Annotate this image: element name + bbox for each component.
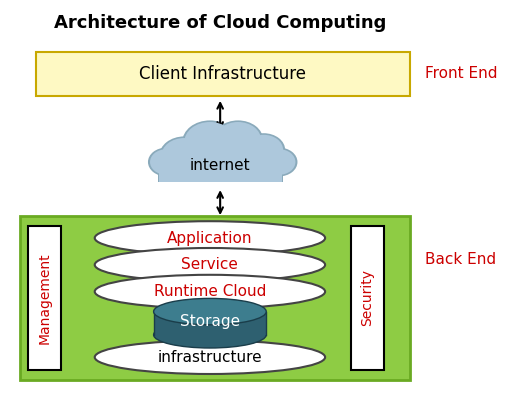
Circle shape — [184, 122, 236, 162]
Circle shape — [215, 122, 261, 158]
Text: Service: Service — [181, 257, 239, 272]
Circle shape — [261, 148, 297, 176]
Circle shape — [159, 136, 209, 176]
Text: infrastructure: infrastructure — [158, 350, 262, 365]
Circle shape — [150, 149, 183, 175]
Ellipse shape — [95, 221, 325, 255]
Ellipse shape — [154, 298, 266, 325]
Text: Storage: Storage — [180, 314, 240, 329]
Ellipse shape — [95, 340, 325, 374]
Text: internet: internet — [190, 158, 250, 174]
Text: Application: Application — [167, 230, 252, 246]
Circle shape — [161, 138, 207, 174]
FancyBboxPatch shape — [36, 52, 410, 96]
Ellipse shape — [95, 248, 325, 282]
Ellipse shape — [154, 322, 266, 348]
Text: Client Infrastructure: Client Infrastructure — [139, 65, 306, 83]
Text: Runtime Cloud: Runtime Cloud — [154, 284, 266, 299]
Circle shape — [263, 149, 295, 175]
Text: Management: Management — [38, 252, 52, 344]
Ellipse shape — [95, 275, 325, 308]
Circle shape — [242, 133, 285, 167]
FancyBboxPatch shape — [159, 156, 282, 180]
Circle shape — [182, 120, 238, 164]
FancyBboxPatch shape — [20, 216, 410, 380]
Text: Front End: Front End — [425, 66, 498, 82]
FancyBboxPatch shape — [154, 312, 266, 335]
Text: Back End: Back End — [425, 252, 496, 268]
FancyBboxPatch shape — [351, 226, 384, 370]
FancyBboxPatch shape — [159, 155, 282, 182]
FancyBboxPatch shape — [28, 226, 61, 370]
Text: Security: Security — [360, 270, 374, 326]
Circle shape — [213, 120, 263, 160]
Circle shape — [148, 148, 185, 176]
Text: Architecture of Cloud Computing: Architecture of Cloud Computing — [54, 14, 387, 32]
FancyBboxPatch shape — [158, 154, 283, 182]
Circle shape — [244, 135, 283, 165]
